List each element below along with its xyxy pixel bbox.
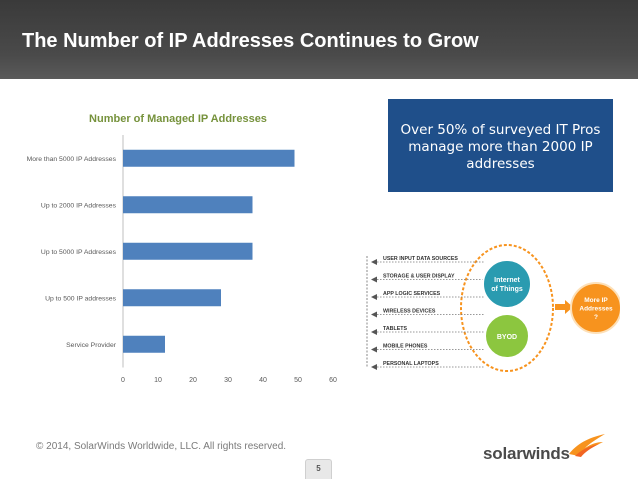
category-label: More than 5000 IP Addresses [27, 156, 117, 163]
category-label: Up to 500 IP addresses [45, 295, 117, 302]
arrow-icon [371, 276, 377, 283]
bar [123, 196, 253, 214]
copyright-notice: © 2014, SolarWinds Worldwide, LLC. All r… [36, 441, 287, 452]
bar [123, 289, 221, 307]
page-number: 5 [305, 459, 332, 479]
arrow-icon [371, 364, 377, 370]
source-label: APP LOGIC SERVICES [383, 291, 441, 297]
result-label: More IP [584, 297, 608, 304]
arrow-icon [371, 346, 377, 353]
result-label: Addresses [579, 306, 613, 313]
source-label: STORAGE & USER DISPLAY [383, 274, 455, 280]
source-label: USER INPUT DATA SOURCES [383, 256, 458, 262]
category-label: Service Provider [66, 342, 117, 349]
byod-circle [484, 313, 530, 359]
x-tick-label: 20 [189, 377, 197, 384]
x-tick-label: 30 [224, 377, 232, 384]
bar [123, 149, 295, 167]
x-tick-label: 60 [329, 377, 337, 384]
iot-circle [482, 259, 532, 309]
source-label: PERSONAL LAPTOPS [383, 361, 439, 367]
arrow-icon [371, 259, 377, 265]
brand-wordmark: solarwinds [483, 444, 570, 463]
x-tick-label: 50 [294, 377, 302, 384]
bar [123, 335, 165, 353]
brand-logo: solarwinds [483, 434, 613, 468]
source-label: TABLETS [383, 326, 407, 332]
slide-title: The Number of IP Addresses Continues to … [22, 30, 479, 52]
orbit-ellipse [460, 244, 554, 372]
source-label: WIRELESS DEVICES [383, 309, 436, 315]
x-tick-label: 10 [154, 377, 162, 384]
arrow-icon [371, 294, 377, 300]
iot-label: Internet [494, 277, 520, 284]
category-label: Up to 2000 IP Addresses [41, 202, 117, 209]
result-label: ? [594, 314, 598, 321]
source-label: MOBILE PHONES [383, 344, 428, 350]
ip-growth-diagram: USER INPUT DATA SOURCES STORAGE & USER DI… [366, 244, 620, 372]
result-circle [570, 282, 620, 334]
bar [123, 242, 253, 260]
byod-label: BYOD [497, 334, 517, 341]
x-tick-label: 0 [121, 377, 125, 384]
arrow-icon [371, 311, 377, 318]
chart-title: Number of Managed IP Addresses [89, 113, 267, 125]
category-label: Up to 5000 IP Addresses [41, 249, 117, 256]
arrow-right-icon [555, 300, 573, 314]
callout-box: Over 50% of surveyed IT Pros manage more… [388, 99, 613, 192]
iot-label: of Things [491, 286, 523, 293]
x-tick-label: 40 [259, 377, 267, 384]
firebird-icon [569, 434, 605, 457]
bar-chart: Number of Managed IP Addresses More than … [27, 113, 337, 384]
arrow-icon [371, 329, 377, 335]
header-bar: The Number of IP Addresses Continues to … [0, 0, 638, 79]
